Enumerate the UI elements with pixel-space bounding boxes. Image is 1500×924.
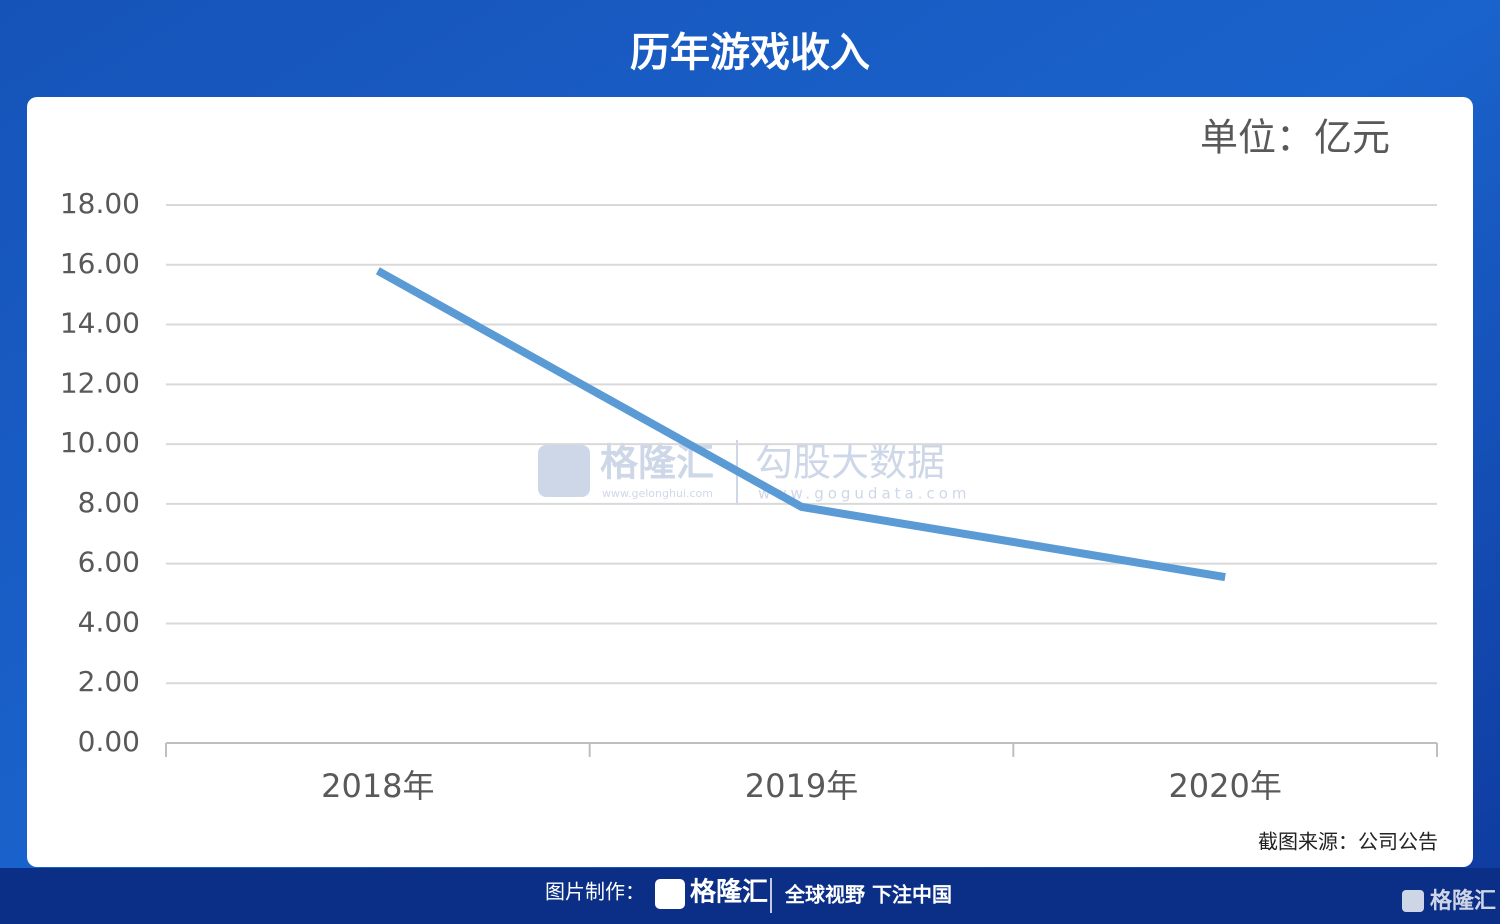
watermark-partner-url: www.gogudata.com bbox=[758, 485, 971, 503]
footer-bar bbox=[0, 868, 1500, 924]
y-tick-label: 2.00 bbox=[78, 665, 140, 698]
x-axis bbox=[165, 742, 1438, 757]
y-tick-label: 8.00 bbox=[78, 486, 140, 519]
y-tick-label: 0.00 bbox=[78, 725, 140, 758]
footer-logo bbox=[655, 879, 685, 909]
x-tick-label: 2020年 bbox=[1168, 767, 1281, 805]
watermark-partner: 勾股大数据 bbox=[755, 441, 945, 485]
y-tick-label: 14.00 bbox=[60, 307, 140, 340]
x-tick-label: 2018年 bbox=[321, 767, 434, 805]
footer-brand: 格隆汇 bbox=[690, 877, 768, 908]
corner-brand: 格隆汇 bbox=[1430, 888, 1496, 914]
y-tick-label: 18.00 bbox=[60, 187, 140, 220]
x-tick-label: 2019年 bbox=[745, 767, 858, 805]
y-tick-label: 10.00 bbox=[60, 426, 140, 459]
watermark-url: www.gelonghui.com bbox=[602, 487, 713, 500]
y-tick-label: 16.00 bbox=[60, 247, 140, 280]
chart-title: 历年游戏收入 bbox=[630, 30, 870, 76]
unit-label: 单位：亿元 bbox=[1200, 116, 1390, 160]
footer-slogan: 全球视野 下注中国 bbox=[784, 883, 952, 907]
watermark: 格隆汇 www.gelonghui.com 勾股大数据 www.gogudata… bbox=[538, 440, 971, 505]
y-tick-label: 12.00 bbox=[60, 366, 140, 399]
y-tick-label: 4.00 bbox=[78, 605, 140, 638]
corner-logo bbox=[1402, 890, 1424, 912]
y-tick-label: 6.00 bbox=[78, 546, 140, 579]
footer-made-by: 图片制作： bbox=[545, 880, 645, 904]
data-line bbox=[375, 267, 1226, 582]
watermark-logo bbox=[538, 445, 590, 497]
source-note: 截图来源：公司公告 bbox=[1258, 830, 1438, 854]
